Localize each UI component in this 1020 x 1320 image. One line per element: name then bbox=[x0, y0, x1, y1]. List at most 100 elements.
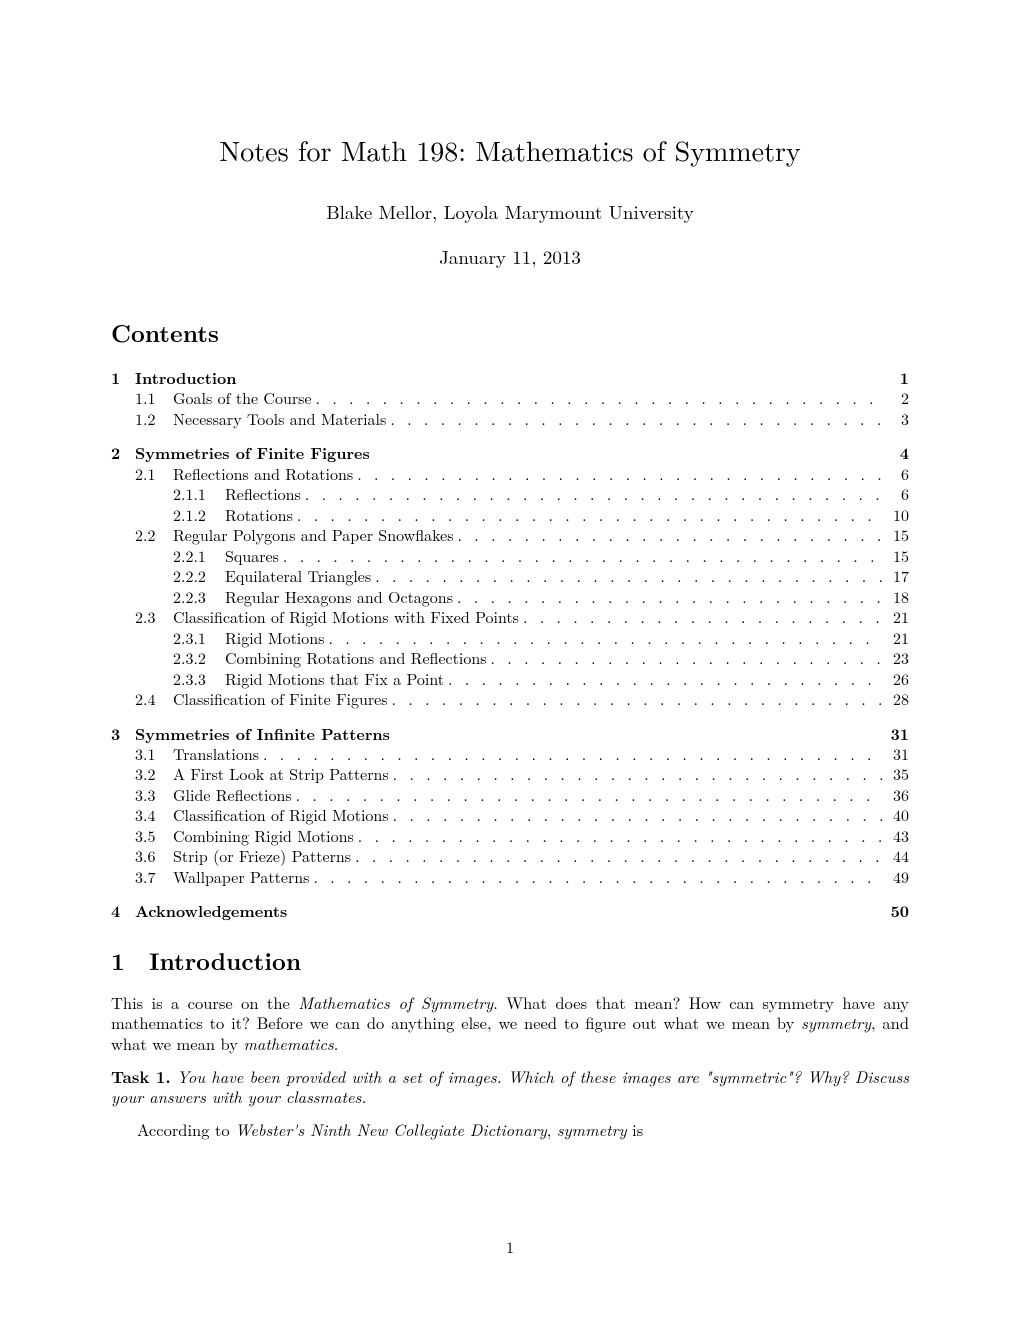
toc-num: 2.1.1 bbox=[173, 484, 225, 504]
document-date: January 11, 2013 bbox=[111, 243, 909, 270]
toc-section-4: 4 Acknowledgements 50 bbox=[111, 901, 909, 921]
toc-sub-2-1: 2.1 Reflections and Rotations 6 bbox=[111, 464, 909, 484]
toc-title: Classification of Rigid Motions bbox=[173, 805, 389, 825]
toc-block-1: 1 Introduction 1 1.1 Goals of the Course… bbox=[111, 368, 909, 429]
toc-dots bbox=[358, 826, 883, 846]
toc-subsub-2-2-1: 2.2.1 Squares 15 bbox=[111, 546, 909, 566]
toc-num: 2.3.3 bbox=[173, 669, 225, 689]
toc-num: 2.1.2 bbox=[173, 505, 225, 525]
toc-sub-1-1: 1.1 Goals of the Course 2 bbox=[111, 388, 909, 408]
toc-title: A First Look at Strip Patterns bbox=[173, 764, 389, 784]
toc-title: Goals of the Course bbox=[173, 388, 312, 408]
toc-sub-1-2: 1.2 Necessary Tools and Materials 3 bbox=[111, 409, 909, 429]
toc-sub-3-3: 3.3 Glide Reflections 36 bbox=[111, 785, 909, 805]
toc-dots bbox=[263, 744, 883, 764]
toc-dots bbox=[393, 805, 883, 825]
toc-page: 21 bbox=[887, 628, 909, 648]
table-of-contents: 1 Introduction 1 1.1 Goals of the Course… bbox=[111, 368, 909, 922]
toc-sub-3-5: 3.5 Combining Rigid Motions 43 bbox=[111, 826, 909, 846]
document-author: Blake Mellor, Loyola Marymount Universit… bbox=[111, 198, 909, 225]
toc-title: Strip (or Frieze) Patterns bbox=[173, 846, 351, 866]
text: According to bbox=[137, 1117, 235, 1141]
toc-title: Symmetries of Finite Figures bbox=[135, 443, 370, 463]
toc-sub-2-2: 2.2 Regular Polygons and Paper Snowflake… bbox=[111, 525, 909, 545]
toc-page: 18 bbox=[887, 587, 909, 607]
toc-title: Classification of Rigid Motions with Fix… bbox=[173, 607, 519, 627]
task-text: You have been provided with a set of ima… bbox=[111, 1064, 909, 1109]
toc-subsub-2-2-2: 2.2.2 Equilateral Triangles 17 bbox=[111, 566, 909, 586]
document-title: Notes for Math 198: Mathematics of Symme… bbox=[111, 130, 909, 170]
toc-sub-3-1: 3.1 Translations 31 bbox=[111, 744, 909, 764]
toc-page: 23 bbox=[887, 648, 909, 668]
toc-title: Introduction bbox=[135, 368, 236, 388]
toc-title: Rigid Motions that Fix a Point bbox=[225, 669, 444, 689]
task-1: Task 1. You have been provided with a se… bbox=[111, 1066, 909, 1107]
toc-dots bbox=[283, 546, 883, 566]
toc-page: 1 bbox=[887, 368, 909, 388]
toc-title: Equilateral Triangles bbox=[225, 566, 371, 586]
toc-num: 2.3 bbox=[135, 607, 173, 627]
toc-title: Regular Hexagons and Octagons bbox=[225, 587, 453, 607]
toc-title: Squares bbox=[225, 546, 279, 566]
toc-num: 3.5 bbox=[135, 826, 173, 846]
toc-section-3: 3 Symmetries of Infinite Patterns 31 bbox=[111, 724, 909, 744]
toc-page: 3 bbox=[887, 409, 909, 429]
text-italic: symmetry bbox=[557, 1117, 627, 1141]
toc-subsub-2-1-2: 2.1.2 Rotations 10 bbox=[111, 505, 909, 525]
toc-title: Translations bbox=[173, 744, 259, 764]
text-italic: mathematics bbox=[243, 1031, 333, 1055]
toc-num: 3.1 bbox=[135, 744, 173, 764]
toc-sub-2-3: 2.3 Classification of Rigid Motions with… bbox=[111, 607, 909, 627]
toc-page: 49 bbox=[887, 867, 909, 887]
toc-dots bbox=[316, 388, 883, 408]
toc-dots bbox=[328, 628, 883, 648]
toc-page: 40 bbox=[887, 805, 909, 825]
page-number: 1 bbox=[0, 1235, 1020, 1258]
toc-num: 2.2.3 bbox=[173, 587, 225, 607]
text: . bbox=[334, 1031, 339, 1055]
text: , bbox=[547, 1117, 557, 1141]
toc-page: 28 bbox=[887, 689, 909, 709]
toc-page: 44 bbox=[887, 846, 909, 866]
toc-num: 2.3.2 bbox=[173, 648, 225, 668]
toc-title: Necessary Tools and Materials bbox=[173, 409, 386, 429]
toc-page: 35 bbox=[887, 764, 909, 784]
toc-page: 4 bbox=[887, 443, 909, 463]
toc-subsub-2-3-2: 2.3.2 Combining Rotations and Reflection… bbox=[111, 648, 909, 668]
toc-page: 26 bbox=[887, 669, 909, 689]
toc-sub-3-2: 3.2 A First Look at Strip Patterns 35 bbox=[111, 764, 909, 784]
toc-sub-3-4: 3.4 Classification of Rigid Motions 40 bbox=[111, 805, 909, 825]
toc-page: 43 bbox=[887, 826, 909, 846]
toc-subsub-2-2-3: 2.2.3 Regular Hexagons and Octagons 18 bbox=[111, 587, 909, 607]
intro-paragraph-2: According to Webster's Ninth New Collegi… bbox=[111, 1119, 909, 1140]
toc-num: 2.2.1 bbox=[173, 546, 225, 566]
toc-title: Combining Rotations and Reflections bbox=[225, 648, 487, 668]
toc-num: 3.4 bbox=[135, 805, 173, 825]
toc-sub-3-7: 3.7 Wallpaper Patterns 49 bbox=[111, 867, 909, 887]
section-number: 1 bbox=[111, 944, 149, 978]
toc-title: Combining Rigid Motions bbox=[173, 826, 354, 846]
toc-title: Acknowledgements bbox=[135, 901, 287, 921]
toc-num: 3 bbox=[111, 724, 135, 744]
toc-page: 50 bbox=[887, 901, 909, 921]
toc-dots bbox=[355, 846, 883, 866]
section-1-heading: 1Introduction bbox=[111, 944, 909, 978]
toc-dots bbox=[393, 764, 883, 784]
toc-page: 6 bbox=[887, 484, 909, 504]
toc-num: 3.2 bbox=[135, 764, 173, 784]
toc-num: 1.2 bbox=[135, 409, 173, 429]
toc-block-3: 3 Symmetries of Infinite Patterns 31 3.1… bbox=[111, 724, 909, 888]
contents-heading: Contents bbox=[111, 316, 909, 350]
toc-num: 2.1 bbox=[135, 464, 173, 484]
text-italic: Webster's Ninth New Collegiate Dictionar… bbox=[235, 1117, 547, 1141]
toc-page: 6 bbox=[887, 464, 909, 484]
toc-block-4: 4 Acknowledgements 50 bbox=[111, 901, 909, 921]
toc-title: Reflections and Rotations bbox=[173, 464, 353, 484]
toc-page: 36 bbox=[887, 785, 909, 805]
toc-dots bbox=[458, 525, 883, 545]
intro-paragraph-1: This is a course on the Mathematics of S… bbox=[111, 992, 909, 1054]
toc-title: Rotations bbox=[225, 505, 293, 525]
toc-title: Reflections bbox=[225, 484, 301, 504]
toc-title: Glide Reflections bbox=[173, 785, 292, 805]
toc-subsub-2-3-1: 2.3.1 Rigid Motions 21 bbox=[111, 628, 909, 648]
